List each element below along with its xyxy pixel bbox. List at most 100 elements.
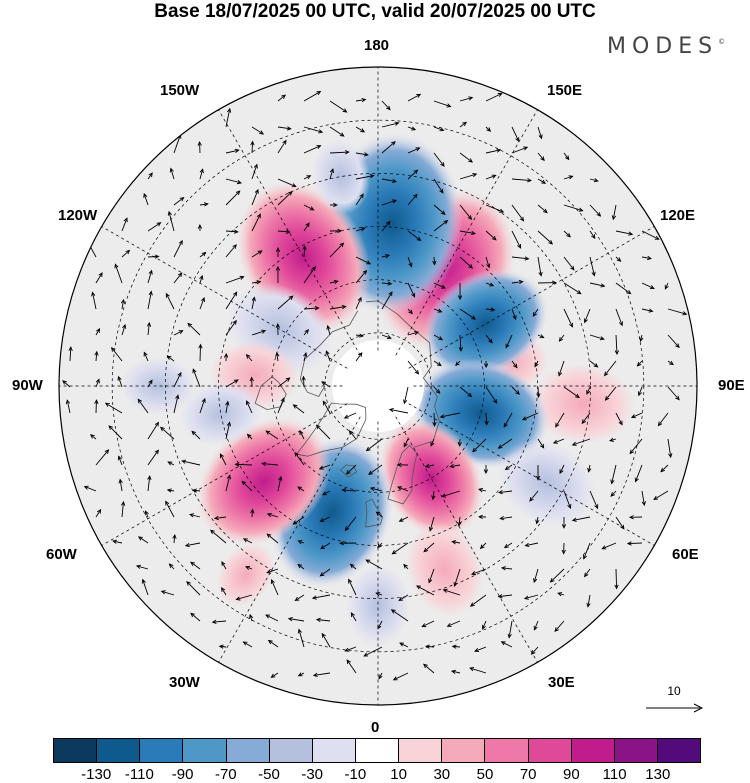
wind-arrow <box>69 347 72 362</box>
wind-arrowhead <box>287 190 293 196</box>
wind-arrowhead <box>378 674 383 680</box>
wind-arrow <box>667 360 674 365</box>
wind-arrowhead <box>321 632 326 638</box>
wind-arrow <box>165 293 175 310</box>
wind-arrow <box>441 490 461 498</box>
wind-arrow <box>225 475 231 492</box>
wind-arrow <box>433 126 444 131</box>
wind-arrowhead <box>567 504 572 510</box>
wind-arrow <box>641 256 652 260</box>
wind-arrowhead <box>233 229 239 234</box>
wind-arrowhead <box>235 190 241 196</box>
anomaly-blob <box>422 268 549 380</box>
wind-arrowhead <box>112 539 118 544</box>
wind-arrow <box>173 534 176 544</box>
wind-arrowhead <box>192 368 197 374</box>
wind-arrowhead <box>181 459 187 464</box>
wind-arrowhead <box>483 469 489 475</box>
wind-arrow <box>329 168 334 180</box>
wind-arrow <box>243 641 253 648</box>
wind-arrow <box>249 614 253 622</box>
wind-arrowhead <box>246 400 250 406</box>
wind-arrow <box>349 430 357 440</box>
wind-arrow <box>66 400 71 414</box>
wind-arrow <box>95 351 98 362</box>
modes-logo: MODES© <box>607 34 725 59</box>
wind-arrow <box>321 381 331 388</box>
wind-arrow <box>459 256 473 269</box>
wind-arrow <box>563 230 571 238</box>
wind-arrowhead <box>591 271 596 277</box>
wind-arrow <box>355 227 365 232</box>
wind-arrowhead <box>414 330 420 336</box>
wind-arrow <box>298 629 305 648</box>
wind-arrow <box>143 352 149 362</box>
wind-arrowhead <box>125 249 131 255</box>
wind-arrowhead <box>141 578 146 584</box>
wind-arrowhead <box>344 647 350 652</box>
wind-arrow <box>225 190 241 206</box>
wind-arrow <box>147 172 153 180</box>
wind-arrow <box>537 230 553 245</box>
wind-arrowhead <box>532 312 537 317</box>
map-title: Base 18/07/2025 00 UTC, valid 20/07/2025… <box>154 1 596 22</box>
wind-arrow <box>277 140 287 154</box>
wind-arrowhead <box>245 353 251 359</box>
wind-arrowhead <box>169 167 174 173</box>
wind-arrowhead <box>484 420 489 426</box>
wind-arrowhead <box>578 207 584 212</box>
wind-arrow <box>399 642 409 648</box>
wind-arrow <box>225 244 237 258</box>
wind-arrow <box>303 307 319 310</box>
wind-arrow <box>485 149 501 154</box>
wind-arrow <box>147 270 153 284</box>
wind-arrow <box>433 334 443 341</box>
wind-arrow <box>559 464 565 474</box>
wind-arrowhead <box>641 501 646 507</box>
wind-arrow <box>199 297 205 310</box>
wind-arrowhead <box>471 230 477 236</box>
wind-arrow <box>241 481 253 492</box>
wind-arrow <box>225 379 239 388</box>
wind-arrowhead <box>387 281 393 286</box>
wind-arrowhead <box>446 103 452 108</box>
colorbar-tick-label: 70 <box>519 766 537 783</box>
wind-arrow <box>165 501 175 518</box>
wind-arrowhead <box>339 541 345 546</box>
wind-arrow <box>511 281 523 284</box>
wind-arrow <box>407 360 419 375</box>
wind-arrowhead <box>94 399 99 405</box>
wind-arrowhead <box>360 227 366 232</box>
pole-area <box>332 340 424 432</box>
wind-arrowhead <box>618 321 623 327</box>
wind-arrowhead <box>192 488 198 493</box>
meridian-line <box>218 416 361 663</box>
colorbar-tick-label: -110 <box>124 766 154 783</box>
wind-arrow <box>251 214 261 232</box>
wind-arrowhead <box>339 132 345 137</box>
wind-arrowhead <box>540 156 545 162</box>
wind-arrow <box>368 464 383 475</box>
wind-arrow <box>433 100 451 107</box>
wind-arrow <box>581 412 591 424</box>
wind-arrowhead <box>542 208 548 214</box>
meridian-line <box>395 109 538 356</box>
lon-label-180: 180 <box>364 37 390 54</box>
wind-arrowhead <box>443 219 449 225</box>
wind-arrow <box>348 579 357 596</box>
wind-arrow <box>210 529 227 544</box>
colorbar-tick-label: 130 <box>645 766 671 783</box>
wind-arrow <box>511 126 520 142</box>
wind-arrow <box>667 438 672 458</box>
wind-arrow <box>190 612 201 622</box>
wind-arrow <box>363 646 383 657</box>
wind-arrowhead <box>538 271 543 277</box>
wind-arrow <box>147 291 152 310</box>
wind-arrow <box>612 204 617 220</box>
wind-arrow <box>225 149 239 154</box>
meridian-line <box>101 226 348 369</box>
wind-arrowhead <box>114 263 119 269</box>
wind-arrow <box>355 334 363 337</box>
wind-arrow <box>251 189 259 206</box>
wind-arrowhead <box>341 304 347 310</box>
